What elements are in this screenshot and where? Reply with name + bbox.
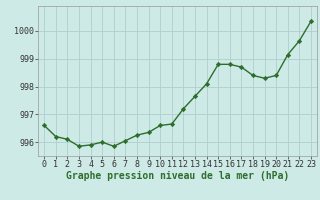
X-axis label: Graphe pression niveau de la mer (hPa): Graphe pression niveau de la mer (hPa) <box>66 171 289 181</box>
